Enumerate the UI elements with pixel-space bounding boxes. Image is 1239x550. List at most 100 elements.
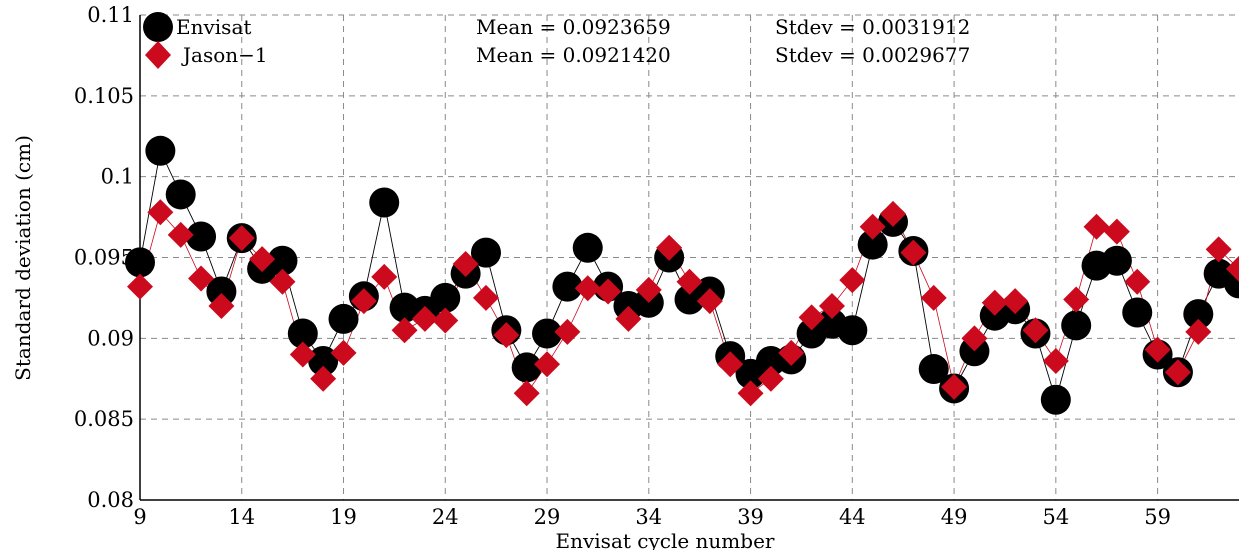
data-point-jason [1205, 236, 1232, 263]
data-point-jason [289, 341, 316, 368]
data-point-jason [1185, 318, 1212, 345]
data-point-jason [1002, 288, 1029, 315]
data-point-jason [859, 213, 886, 240]
data-point-jason [1164, 359, 1191, 386]
data-point-jason [472, 284, 499, 311]
data-point-envisat [1183, 299, 1214, 330]
data-point-jason [127, 273, 153, 300]
data-point-jason [228, 225, 255, 252]
data-point-jason [432, 307, 459, 334]
data-point-jason [411, 305, 438, 332]
data-point-envisat [511, 352, 542, 383]
data-point-jason [513, 380, 540, 407]
data-point-jason [656, 234, 683, 261]
data-point-envisat [470, 237, 501, 268]
legend-label-envisat: Envisat [176, 15, 251, 39]
data-point-jason [1103, 218, 1130, 245]
data-point-jason [757, 365, 784, 392]
data-point-jason [941, 373, 968, 400]
x-tick-label: 54 [1042, 505, 1069, 529]
data-point-envisat [145, 135, 176, 166]
legend: Envisat Jason−1 [143, 12, 268, 69]
data-point-jason [595, 278, 622, 305]
data-point-jason [920, 284, 947, 311]
data-point-jason [350, 288, 377, 315]
data-point-jason [391, 317, 418, 344]
x-tick-label: 59 [1144, 505, 1171, 529]
x-tick-label: 49 [941, 505, 968, 529]
data-point-jason [880, 200, 907, 227]
data-point-envisat [1122, 297, 1153, 328]
data-point-envisat [328, 303, 359, 334]
y-tick-label: 0.095 [74, 246, 134, 270]
x-tick-label: 44 [839, 505, 866, 529]
data-point-envisat [1040, 384, 1071, 415]
data-point-envisat [857, 229, 888, 260]
data-point-envisat [186, 221, 217, 252]
data-point-envisat [308, 345, 339, 376]
data-point-jason [167, 221, 194, 248]
y-tick-label: 0.11 [87, 3, 134, 27]
data-point-jason [635, 276, 662, 303]
data-point-jason [900, 239, 927, 266]
data-point-jason [818, 293, 845, 319]
data-point-jason [615, 305, 642, 332]
data-point-jason [310, 365, 337, 392]
y-tick-label: 0.105 [74, 84, 134, 108]
data-point-jason [1226, 255, 1239, 282]
data-point-envisat [572, 232, 603, 263]
data-point-jason [961, 325, 988, 352]
data-point-envisat [369, 187, 400, 218]
data-point-envisat [125, 247, 155, 278]
data-point-jason [696, 288, 723, 315]
x-axis-label: Envisat cycle number [556, 529, 775, 550]
data-point-envisat [287, 318, 318, 349]
x-tick-label: 39 [737, 505, 764, 529]
y-tick-label: 0.1 [101, 165, 134, 189]
y-axis-label: Standard deviation (cm) [11, 135, 35, 381]
y-tick-label: 0.08 [87, 488, 134, 512]
data-point-jason [981, 289, 1008, 316]
envisat-mean-text: Mean = 0.0923659 [476, 15, 671, 39]
data-point-envisat [1061, 310, 1092, 341]
x-tick-label: 24 [432, 505, 459, 529]
x-tick-label: 14 [228, 505, 255, 529]
data-point-envisat [918, 354, 949, 385]
data-point-envisat [532, 318, 563, 349]
grid [140, 14, 1239, 500]
legend-marker-jason [145, 41, 171, 69]
data-point-envisat [552, 271, 583, 302]
data-point-jason [717, 351, 744, 378]
y-tick-labels: 0.08 0.085 0.09 0.095 0.1 0.105 0.11 [74, 3, 134, 512]
data-point-jason [1042, 347, 1069, 374]
data-point-jason [839, 267, 866, 294]
data-point-jason [1124, 268, 1151, 295]
x-tick-label: 34 [635, 505, 662, 529]
data-point-jason [493, 322, 520, 349]
data-point-jason [737, 380, 764, 407]
data-point-jason [1083, 213, 1110, 240]
data-point-jason [574, 275, 601, 302]
legend-marker-envisat [143, 12, 173, 42]
data-point-jason [249, 246, 276, 273]
data-point-envisat [165, 179, 196, 210]
legend-label-jason: Jason−1 [181, 43, 268, 67]
y-tick-label: 0.09 [87, 326, 134, 350]
data-point-envisat [837, 315, 868, 346]
x-tick-label: 9 [133, 505, 146, 529]
data-point-envisat [430, 282, 461, 313]
data-point-jason [208, 293, 235, 319]
data-point-jason [1144, 336, 1171, 363]
y-tick-label: 0.085 [74, 407, 134, 431]
data-point-jason [554, 318, 581, 345]
data-point-jason [1063, 286, 1090, 313]
data-point-jason [778, 339, 805, 366]
x-tick-labels: 9 14 19 24 29 34 39 44 49 54 59 [133, 505, 1171, 529]
data-point-jason [147, 199, 174, 226]
stats-annotations: Mean = 0.0923659 Stdev = 0.0031912 Mean … [476, 15, 970, 67]
jason-stdev-text: Stdev = 0.0029677 [775, 43, 970, 67]
data-point-jason [452, 250, 479, 277]
data-point-jason [1022, 317, 1049, 344]
axes [139, 15, 1239, 501]
